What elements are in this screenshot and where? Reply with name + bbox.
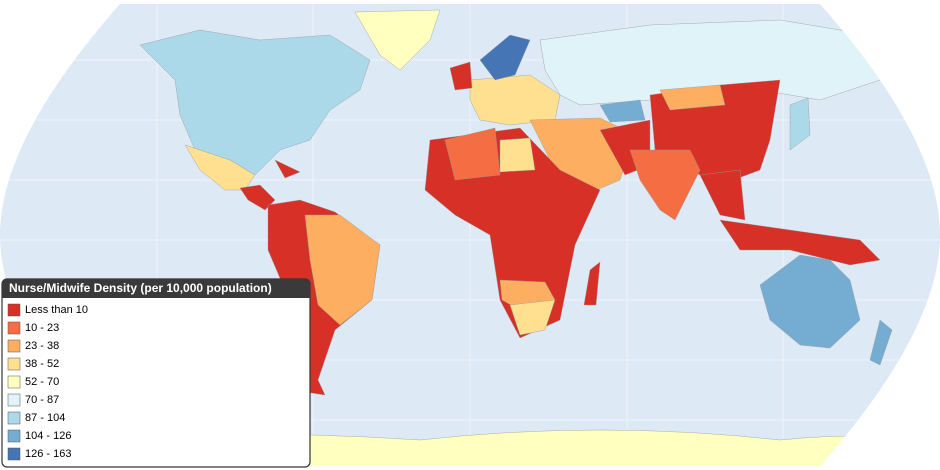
legend-label: 10 - 23 bbox=[25, 322, 59, 334]
indonesia bbox=[719, 219, 881, 266]
uk bbox=[449, 61, 473, 91]
caribbean bbox=[274, 159, 301, 179]
legend-swatch bbox=[7, 339, 21, 353]
new-zealand bbox=[869, 319, 893, 366]
legend-swatch bbox=[7, 447, 21, 461]
south-africa bbox=[509, 299, 556, 336]
southeast-asia bbox=[699, 169, 746, 221]
legend-swatch bbox=[7, 375, 21, 389]
legend-swatch bbox=[7, 321, 21, 335]
mongolia bbox=[659, 84, 726, 111]
legend-label: 104 - 126 bbox=[25, 430, 71, 442]
libya bbox=[499, 137, 536, 173]
legend-label: 38 - 52 bbox=[25, 358, 59, 370]
legend: Nurse/Midwife Density (per 10,000 popula… bbox=[1, 278, 311, 468]
legend-label: 126 - 163 bbox=[25, 448, 71, 460]
legend-swatch bbox=[7, 429, 21, 443]
kazakhstan bbox=[599, 99, 646, 123]
legend-label: 23 - 38 bbox=[25, 340, 59, 352]
north-africa bbox=[444, 127, 501, 181]
legend-label: 87 - 104 bbox=[25, 412, 65, 424]
madagascar bbox=[583, 261, 601, 306]
legend-swatch bbox=[7, 303, 21, 317]
japan bbox=[789, 97, 811, 151]
legend-swatch bbox=[7, 393, 21, 407]
legend-label: 70 - 87 bbox=[25, 394, 59, 406]
north-america bbox=[139, 29, 371, 176]
legend-title: Nurse/Midwife Density (per 10,000 popula… bbox=[9, 281, 272, 295]
scandinavia bbox=[479, 34, 531, 81]
legend-swatch bbox=[7, 357, 21, 371]
legend-label: 52 - 70 bbox=[25, 376, 59, 388]
india bbox=[629, 149, 701, 221]
legend-label: Less than 10 bbox=[25, 304, 88, 316]
legend-swatch bbox=[7, 411, 21, 425]
australia bbox=[759, 254, 861, 349]
brazil bbox=[304, 214, 381, 326]
greenland bbox=[354, 9, 441, 71]
legend-header bbox=[2, 279, 310, 298]
